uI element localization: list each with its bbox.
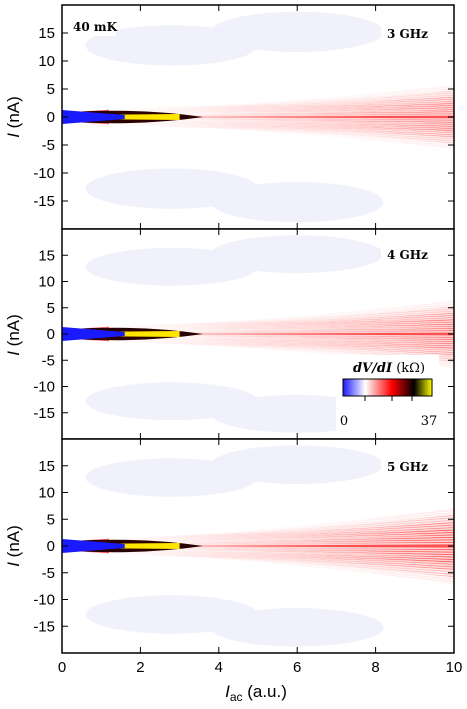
panel-3ghz: -15 -10 -5 0 5 10 15 40 mK 3 GHz I (nA) — [4, 4, 455, 230]
y-tick-label: -10 — [33, 379, 55, 396]
background-patch — [210, 235, 384, 274]
panel-4ghz: -15 -10 -5 0 5 10 15 4 GHz dV/dI (kΩ) 0 37 I (… — [4, 228, 455, 440]
y-axis-title-5ghz: I (nA) — [4, 525, 23, 567]
y-tick-label: 5 — [47, 81, 55, 98]
y-tick-label: -5 — [42, 137, 55, 154]
y-axis-title-3ghz: I (nA) — [4, 96, 23, 138]
y-tick-label: -10 — [33, 165, 55, 182]
x-tick-label: 4 — [215, 659, 223, 676]
y-tick-label: -15 — [33, 193, 55, 210]
fringe-line — [108, 553, 455, 587]
heatmap-5ghz — [62, 439, 455, 653]
y-tick-label: 15 — [38, 458, 55, 475]
colorbar-max-label: 37 — [421, 414, 438, 429]
superconducting-region — [62, 110, 125, 124]
x-ticks: 0 2 4 6 8 10 — [58, 659, 463, 676]
y-axis-title-4ghz: I (nA) — [4, 314, 23, 356]
y-tick-label: -15 — [33, 618, 55, 635]
colorbar-gradient — [342, 378, 433, 397]
x-tick-label: 2 — [136, 659, 144, 676]
y-tick-label: 0 — [47, 109, 55, 126]
y-tick-label: -5 — [42, 565, 55, 582]
x-axis-title: Iac (a.u.) — [225, 682, 287, 704]
y-ticks-4ghz: -15 -10 -5 0 5 10 15 — [33, 229, 455, 439]
background-patch — [210, 445, 384, 484]
y-ticks-5ghz: -15 -10 -5 0 5 10 15 — [33, 439, 455, 653]
colorbar: dV/dI (kΩ) 0 37 — [336, 355, 439, 431]
heatmap-4ghz — [62, 229, 455, 439]
y-tick-label: 5 — [47, 511, 55, 528]
x-tick-label: 10 — [446, 659, 463, 676]
y-tick-label: -5 — [42, 352, 55, 369]
panel-label-box-3ghz — [381, 22, 432, 44]
panel-label-4ghz: 4 GHz — [387, 248, 428, 262]
fringe-line — [108, 124, 455, 152]
corner-label-box — [68, 16, 116, 36]
y-tick-label: -10 — [33, 592, 55, 609]
panel-label-3ghz: 3 GHz — [387, 27, 428, 41]
panel-label-5ghz: 5 GHz — [387, 460, 428, 474]
y-tick-label: 10 — [38, 485, 55, 502]
y-tick-label: 10 — [38, 274, 55, 291]
panel-5ghz: -15 -10 -5 0 5 10 15 0 2 4 6 8 10 5 GHz I (nA) Iac … — [4, 438, 463, 704]
x-tick-label: 6 — [293, 659, 301, 676]
panel-label-box-4ghz — [381, 243, 432, 265]
y-ticks-3ghz: -15 -10 -5 0 5 10 15 — [33, 5, 455, 229]
y-tick-label: 5 — [47, 300, 55, 317]
y-tick-label: 0 — [47, 538, 55, 555]
colorbar-title: dV/dI (kΩ) — [353, 361, 425, 376]
y-tick-label: 0 — [47, 326, 55, 343]
y-tick-label: 15 — [38, 25, 55, 42]
panel-label-box-5ghz — [381, 455, 432, 477]
y-tick-label: 15 — [38, 247, 55, 264]
x-tick-label: 8 — [371, 659, 379, 676]
superconducting-region — [62, 327, 125, 341]
y-tick-label: 10 — [38, 53, 55, 70]
y-tick-label: -15 — [33, 405, 55, 422]
background-patch — [210, 608, 384, 647]
response-lobe — [62, 507, 454, 585]
background-patch — [210, 11, 384, 53]
colorbar-min-label: 0 — [340, 414, 348, 429]
x-tick-label: 0 — [58, 659, 66, 676]
corner-label-temperature: 40 mK — [73, 20, 118, 34]
background-patch — [210, 181, 384, 223]
superconducting-region — [62, 539, 125, 553]
